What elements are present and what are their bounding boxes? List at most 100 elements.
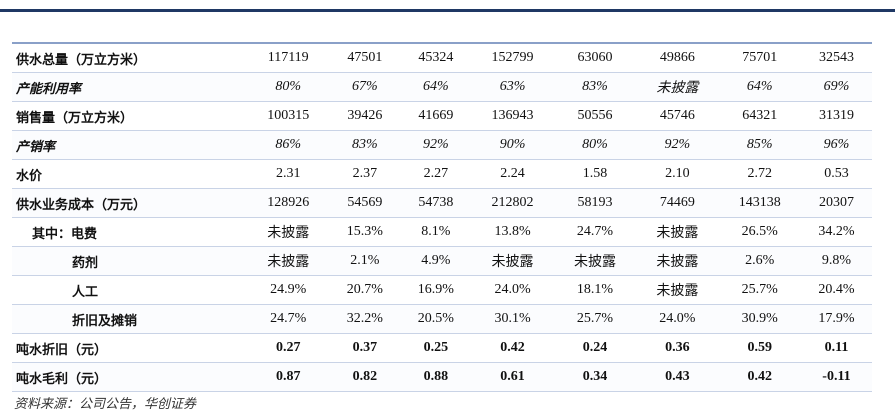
table-cell: 9.8% <box>800 246 872 276</box>
row-label: 其中：电费 <box>12 217 247 247</box>
table-cell: 0.87 <box>247 362 330 392</box>
table-cell: 64% <box>718 72 801 102</box>
table-cell: 92% <box>400 130 472 160</box>
table-cell: 45324 <box>400 43 472 73</box>
table-cell: 16.9% <box>400 275 472 305</box>
table-cell: 90% <box>471 130 554 160</box>
table-cell: 未披露 <box>247 217 330 247</box>
row-label: 吨水折旧（元） <box>12 333 247 363</box>
table-cell: 2.10 <box>636 159 719 189</box>
table-cell: 54569 <box>329 188 401 218</box>
table-row: 产能利用率 80% 67% 64% 63% 83% 未披露 64% 69% <box>12 72 872 102</box>
table-cell: 41669 <box>400 101 472 131</box>
table-cell: 2.27 <box>400 159 472 189</box>
table-cell: 24.0% <box>636 304 719 334</box>
table-cell: 83% <box>329 130 401 160</box>
table-cell: 63% <box>471 72 554 102</box>
table-cell: 0.34 <box>553 362 637 392</box>
row-label: 产销率 <box>12 130 247 160</box>
table-cell: 24.7% <box>247 304 330 334</box>
table-cell: 152799 <box>471 43 554 73</box>
table-cell: 25.7% <box>553 304 637 334</box>
table-cell: 13.8% <box>471 217 554 247</box>
table-cell: 18.1% <box>553 275 637 305</box>
table-cell: 136943 <box>471 101 554 131</box>
table-cell: 74469 <box>636 188 719 218</box>
table-cell: 32.2% <box>329 304 401 334</box>
table-cell: 2.24 <box>471 159 554 189</box>
table-row: 水价 2.31 2.37 2.27 2.24 1.58 2.10 2.72 0.53 <box>12 159 872 189</box>
table-row: 吨水毛利（元） 0.87 0.82 0.88 0.61 0.34 0.43 0.42 -0.11 <box>12 362 872 392</box>
table-cell: 未披露 <box>636 246 719 276</box>
table-cell: 0.36 <box>636 333 719 363</box>
table-cell: 0.82 <box>329 362 401 392</box>
table-cell: 86% <box>247 130 330 160</box>
table-row: 供水总量（万立方米） 117119 47501 45324 152799 63060 498… <box>12 43 872 73</box>
table-cell: 20.5% <box>400 304 472 334</box>
row-label: 供水总量（万立方米） <box>12 43 247 73</box>
table-cell: 24.0% <box>471 275 554 305</box>
table-cell: 64321 <box>718 101 801 131</box>
table-cell: 未披露 <box>471 246 554 276</box>
table-cell: 0.24 <box>553 333 637 363</box>
table-cell: 未披露 <box>636 217 719 247</box>
row-label: 水价 <box>12 159 247 189</box>
table-cell: 80% <box>247 72 330 102</box>
table-cell: 54738 <box>400 188 472 218</box>
table-cell: 80% <box>553 130 637 160</box>
table-cell: 0.37 <box>329 333 401 363</box>
table-cell: 未披露 <box>636 275 719 305</box>
table-cell: 92% <box>636 130 719 160</box>
table-cell: 117119 <box>247 43 330 73</box>
row-label: 产能利用率 <box>12 72 247 102</box>
table-cell: 45746 <box>636 101 719 131</box>
table-cell: 0.27 <box>247 333 330 363</box>
table-cell: 30.1% <box>471 304 554 334</box>
table-cell: 47501 <box>329 43 401 73</box>
table-cell: 0.59 <box>718 333 801 363</box>
row-label: 药剂 <box>12 246 247 276</box>
table-cell: 4.9% <box>400 246 472 276</box>
table-cell: 2.31 <box>247 159 330 189</box>
table-cell: 128926 <box>247 188 330 218</box>
header-rule <box>0 9 895 12</box>
table-cell: 2.6% <box>718 246 801 276</box>
table-row: 折旧及摊销 24.7% 32.2% 20.5% 30.1% 25.7% 24.0% 30.9%… <box>12 304 872 334</box>
table-cell: 143138 <box>718 188 801 218</box>
table-cell: 8.1% <box>400 217 472 247</box>
data-table: 供水总量（万立方米） 117119 47501 45324 152799 63060 498… <box>12 42 872 392</box>
table-cell: 0.25 <box>400 333 472 363</box>
table-cell: 83% <box>553 72 637 102</box>
table-cell: 32543 <box>800 43 872 73</box>
table-row: 产销率 86% 83% 92% 90% 80% 92% 85% 96% <box>12 130 872 160</box>
table-cell: 未披露 <box>636 72 719 102</box>
table-cell: 50556 <box>553 101 637 131</box>
table-cell: 1.58 <box>553 159 637 189</box>
table-cell: 39426 <box>329 101 401 131</box>
row-label: 吨水毛利（元） <box>12 362 247 392</box>
table-cell: 0.88 <box>400 362 472 392</box>
table-cell: 34.2% <box>800 217 872 247</box>
row-label: 折旧及摊销 <box>12 304 247 334</box>
source-note: 资料来源：公司公告，华创证券 <box>14 397 197 412</box>
table-cell: 49866 <box>636 43 719 73</box>
table-cell: 75701 <box>718 43 801 73</box>
table-cell: 30.9% <box>718 304 801 334</box>
table-cell: 15.3% <box>329 217 401 247</box>
table-cell: 0.42 <box>718 362 801 392</box>
table-row: 药剂 未披露 2.1% 4.9% 未披露 未披露 未披露 2.6% 9.8% <box>12 246 872 276</box>
table-cell: -0.11 <box>800 362 872 392</box>
table-cell: 20307 <box>800 188 872 218</box>
table-cell: 24.7% <box>553 217 637 247</box>
table-cell: 26.5% <box>718 217 801 247</box>
table-cell: 212802 <box>471 188 554 218</box>
table-cell: 2.37 <box>329 159 401 189</box>
table-cell: 69% <box>800 72 872 102</box>
table-cell: 96% <box>800 130 872 160</box>
table-row: 其中：电费 未披露 15.3% 8.1% 13.8% 24.7% 未披露 26.5% 34.2% <box>12 217 872 247</box>
table-cell: 0.42 <box>471 333 554 363</box>
table-cell: 25.7% <box>718 275 801 305</box>
table-cell: 0.53 <box>800 159 872 189</box>
table-cell: 58193 <box>553 188 637 218</box>
